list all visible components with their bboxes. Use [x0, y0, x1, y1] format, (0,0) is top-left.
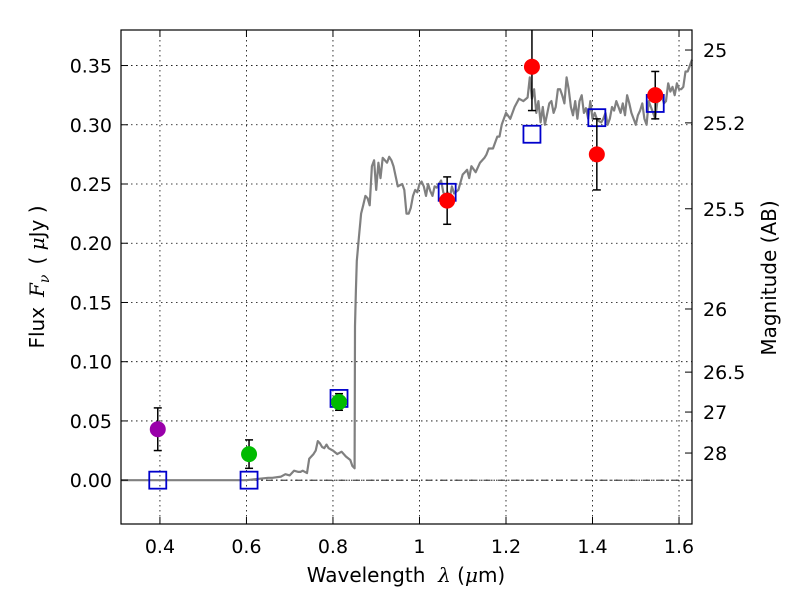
y-axis-label-mu: μ — [25, 237, 49, 250]
model-photometry-square — [522, 124, 542, 144]
magnitude-tick-label: 26 — [703, 299, 727, 321]
x-axis-label-lambda: λ — [437, 563, 451, 587]
axis-ticks: 0.4 0.6 0.8 1 1.2 1.4 1.6 0.00 0.05 0.10 0.15 0.20 0… — [70, 30, 745, 558]
magnitude-tick-label: 26.5 — [703, 362, 745, 384]
y2-axis-label: Magnitude (AB) — [757, 200, 781, 355]
x-axis-label-prefix: Wavelength — [307, 563, 438, 587]
model-photometry-square — [239, 470, 259, 490]
x-axis-label-mu: μ — [465, 563, 478, 587]
y-tick-label: 0.00 — [70, 470, 112, 492]
magnitude-tick-label: 25.5 — [703, 199, 745, 221]
y-axis-label-open: ( — [25, 250, 49, 264]
y-tick-label: 0.20 — [70, 233, 112, 255]
model-photometry-markers — [148, 94, 665, 490]
observed-flux-point — [588, 146, 605, 163]
magnitude-tick-label: 28 — [703, 443, 727, 465]
x-axis-label-open: ( — [451, 563, 465, 587]
y-tick-label: 0.10 — [70, 352, 112, 374]
y-axis-label-flux: Flux — [25, 307, 49, 349]
model-photometry-square — [148, 470, 168, 490]
x-tick-label: 0.4 — [145, 536, 175, 558]
magnitude-tick-label: 27 — [703, 402, 727, 424]
grid-lines — [121, 30, 692, 524]
y-axis-label-unit: Jy ) — [25, 205, 49, 239]
y-axis-label: Flux Fν ( μJy ) — [25, 205, 53, 348]
magnitude-tick-label: 25 — [703, 40, 727, 62]
x-tick-label: 1.6 — [664, 536, 694, 558]
x-tick-label: 0.6 — [231, 536, 261, 558]
magnitude-tick-label: 25.2 — [703, 113, 745, 135]
x-tick-label: 1.2 — [491, 536, 521, 558]
x-axis-label: Wavelength λ (μm) — [307, 563, 506, 587]
observed-flux-point — [241, 446, 258, 463]
x-axis-label-unit: m) — [478, 563, 505, 587]
y-tick-label: 0.05 — [70, 411, 112, 433]
x-tick-label: 1 — [413, 536, 425, 558]
observed-flux-point — [149, 421, 166, 438]
observed-photometry-markers — [149, 30, 664, 470]
plot-frame — [120, 29, 693, 525]
observed-flux-point — [523, 58, 540, 75]
x-tick-label: 1.4 — [577, 536, 607, 558]
observed-flux-point — [331, 393, 348, 410]
y-tick-label: 0.35 — [70, 56, 112, 78]
y-axis-label-nu: ν — [37, 274, 53, 283]
observed-flux-point — [439, 192, 456, 209]
observed-flux-point — [647, 87, 664, 104]
x-tick-label: 0.8 — [318, 536, 348, 558]
y-tick-label: 0.15 — [70, 292, 112, 314]
y-axis-label-F: F — [25, 282, 49, 298]
model-spectrum-line — [121, 59, 694, 482]
y-tick-label: 0.30 — [70, 115, 112, 137]
y-tick-label: 0.25 — [70, 174, 112, 196]
